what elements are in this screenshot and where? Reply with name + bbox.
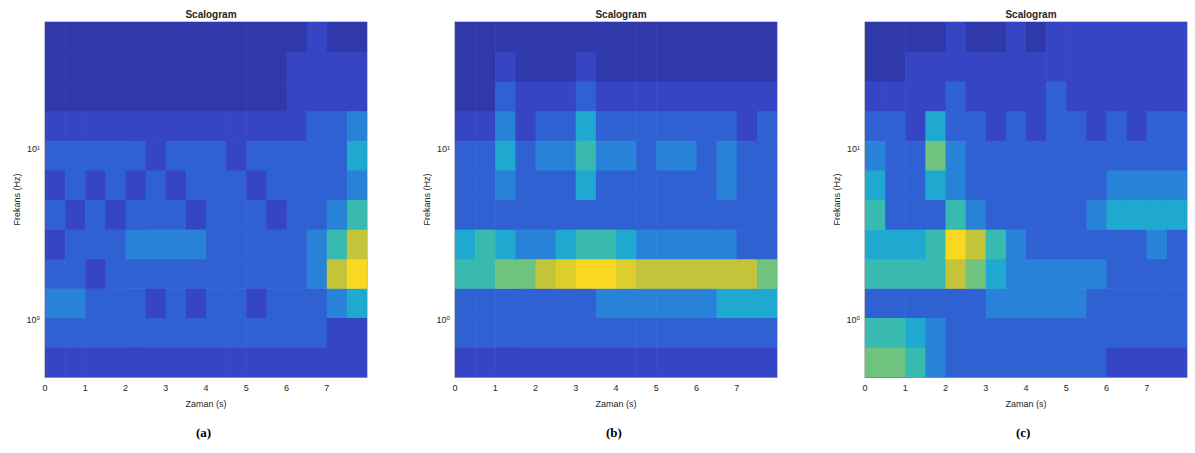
svg-text:Frekans (Hz): Frekans (Hz) <box>422 173 432 225</box>
svg-text:10¹: 10¹ <box>27 144 40 154</box>
svg-text:10⁰: 10⁰ <box>436 315 450 325</box>
svg-text:5: 5 <box>1064 383 1069 393</box>
svg-text:10¹: 10¹ <box>437 144 450 154</box>
svg-text:(b): (b) <box>606 425 622 440</box>
svg-text:Zaman (s): Zaman (s) <box>185 399 226 409</box>
svg-text:1: 1 <box>83 383 88 393</box>
svg-text:2: 2 <box>533 383 538 393</box>
svg-text:Scalogram: Scalogram <box>595 9 646 20</box>
svg-text:3: 3 <box>163 383 168 393</box>
svg-text:4: 4 <box>203 383 208 393</box>
svg-text:6: 6 <box>1104 383 1109 393</box>
svg-text:10⁰: 10⁰ <box>26 315 40 325</box>
svg-text:Zaman (s): Zaman (s) <box>595 399 636 409</box>
svg-text:Scalogram: Scalogram <box>185 9 236 20</box>
svg-text:5: 5 <box>244 383 249 393</box>
svg-text:0: 0 <box>862 383 867 393</box>
svg-text:1: 1 <box>903 383 908 393</box>
svg-text:10⁰: 10⁰ <box>846 315 860 325</box>
svg-text:3: 3 <box>573 383 578 393</box>
svg-text:Zaman (s): Zaman (s) <box>1005 399 1046 409</box>
svg-text:5: 5 <box>654 383 659 393</box>
svg-text:7: 7 <box>734 383 739 393</box>
svg-text:2: 2 <box>123 383 128 393</box>
svg-text:0: 0 <box>452 383 457 393</box>
svg-text:7: 7 <box>324 383 329 393</box>
svg-text:1: 1 <box>493 383 498 393</box>
svg-text:10¹: 10¹ <box>847 144 860 154</box>
svg-text:7: 7 <box>1144 383 1149 393</box>
svg-text:0: 0 <box>42 383 47 393</box>
svg-text:2: 2 <box>943 383 948 393</box>
svg-text:3: 3 <box>983 383 988 393</box>
svg-text:Scalogram: Scalogram <box>1005 9 1056 20</box>
svg-text:4: 4 <box>613 383 618 393</box>
svg-text:(c): (c) <box>1016 425 1030 440</box>
svg-text:4: 4 <box>1023 383 1028 393</box>
svg-text:Frekans (Hz): Frekans (Hz) <box>12 173 22 225</box>
svg-text:Frekans (Hz): Frekans (Hz) <box>832 173 842 225</box>
svg-text:(a): (a) <box>196 425 211 440</box>
svg-text:6: 6 <box>694 383 699 393</box>
svg-text:6: 6 <box>284 383 289 393</box>
